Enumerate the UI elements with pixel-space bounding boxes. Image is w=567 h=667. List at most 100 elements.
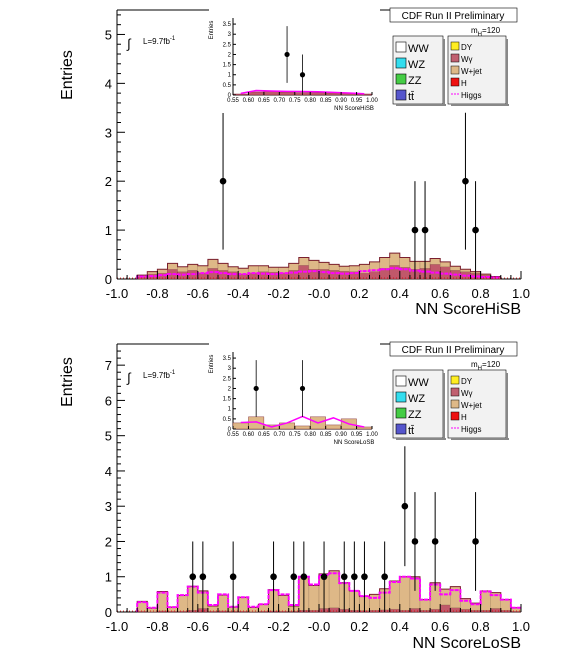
top-histogram-panel: Entries NN ScoreHiSB -1.0 -0.8 -0.6 -0.4 -0.… [59,7,530,318]
legend-shadow-left [443,39,445,106]
top-header: CDF Run II Preliminary [402,11,505,22]
stack-bar-wjet [440,261,451,267]
stack-bar-wjet [369,594,380,611]
inset-x-tick-label: 0.85 [320,432,332,438]
y-tick-label: 7 [105,358,112,373]
data-point [219,177,227,185]
x-tick-label: 1.0 [512,619,530,634]
inset-y-tick-label: 0 [228,427,232,433]
legend-label: WW [408,377,429,389]
inset-x-tick-label: 0.60 [243,432,255,438]
stack-bar-bkg [227,271,239,280]
x-tick-label: 0.6 [431,619,449,634]
x-tick-label: 0.4 [391,619,409,634]
stack-bar-wjet [308,260,320,270]
stack-bar-bkg [318,269,330,280]
stack-bar-wjet [389,252,401,266]
stack-bar-wjet [440,588,451,606]
inset-x-tick-label: 1.00 [366,98,378,104]
x-tick-label: -0.8 [146,619,168,634]
inset-y-tick-label: 2.5 [223,42,232,48]
legend-swatch [395,391,407,403]
legend-swatch [395,423,407,435]
legend-swatch [450,53,460,63]
legend-label: WZ [408,59,425,71]
stack-bar-wjet [450,266,461,271]
y-tick-label: 5 [105,429,112,444]
stack-bar-wjet [177,266,188,272]
inset-stack-bar [279,91,295,96]
data-point [361,573,368,581]
legend-label: ZZ [408,75,422,87]
legend-shadow-left [396,438,446,440]
top-x-axis-label: NN ScoreHiSB [415,301,521,318]
stack-bar-bkg [409,608,421,613]
inset-data-point [299,72,306,78]
x-tick-label: -0.4 [227,619,249,634]
stack-bar-bkg [389,608,401,613]
x-tick-label: 1.0 [512,286,530,301]
stack-bar-bkg [429,608,441,613]
legend-swatch [450,387,460,397]
legend-shadow-right [506,39,508,106]
x-tick-label: -1.0 [106,619,128,634]
inset-y-tick-label: 2.5 [223,376,232,382]
inset-x-tick-label: 0.55 [227,432,239,438]
stack-bar-wjet [227,266,239,272]
legend-swatch [450,399,460,409]
legend-label: tt̄ [408,425,414,437]
stack-bar-wjet [167,263,178,270]
inset-stack-bar [310,92,326,96]
legend-label: DY [461,377,473,386]
inset-x-tick-label: 0.55 [227,98,239,104]
inset-y-tick-label: 1 [228,73,232,79]
inset-y-axis-label: Entries [209,21,215,40]
legend-swatch [395,89,407,101]
data-point [472,538,479,545]
stack-bar-wjet [480,590,491,611]
inset-stack-bar [248,91,265,96]
legend-label: Higgs [461,425,481,434]
stack-bar-wjet [177,595,188,612]
stack-bar-wjet [339,266,350,272]
inset-x-tick-label: 0.80 [304,432,316,438]
inset-x-tick-label: 0.65 [258,98,270,104]
legend-label: H [461,413,467,422]
inset-y-tick-label: 3 [228,366,232,372]
inset-x-tick-label: 0.95 [351,432,363,438]
legend-swatch [450,375,460,385]
inset-x-tick-label: 0.60 [243,98,255,104]
inset-y-tick-label: 0.5 [223,83,232,89]
stack-bar-wjet [187,264,198,271]
data-point [189,573,197,581]
stack-bar-wjet [207,605,219,612]
stack-bar-bkg [470,610,481,613]
top-header-box [389,7,518,23]
bottom-x-axis-label: NN ScoreLoSB [413,635,522,652]
data-point [411,226,419,234]
data-point [462,177,469,185]
bottom-header: CDF Run II Preliminary [402,345,505,356]
data-point [472,226,479,234]
x-tick-label: -0.4 [227,286,249,301]
x-tick-label: 0.8 [472,286,490,301]
x-tick-label: 0.8 [472,619,490,634]
data-point [351,573,358,581]
stack-bar-wjet [207,259,219,269]
legend-label: Wγ [461,389,473,398]
stack-bar-wjet [318,262,330,270]
legend-shadow-right [451,104,509,106]
stack-bar-wjet [288,263,300,271]
legend-label: WZ [408,393,425,405]
y-tick-label: 3 [105,125,112,140]
bottom-mass-label: mH=120 [471,360,501,372]
data-point [270,573,277,581]
x-tick-label: 0.4 [391,286,409,301]
stack-bar-wjet [379,257,390,269]
legend-label: W+jet [461,67,482,76]
stack-bar-wjet [157,591,168,612]
stack-bar-wjet [237,596,249,612]
inset-data-point [299,385,306,392]
inset-y-tick-label: 3 [228,32,232,38]
